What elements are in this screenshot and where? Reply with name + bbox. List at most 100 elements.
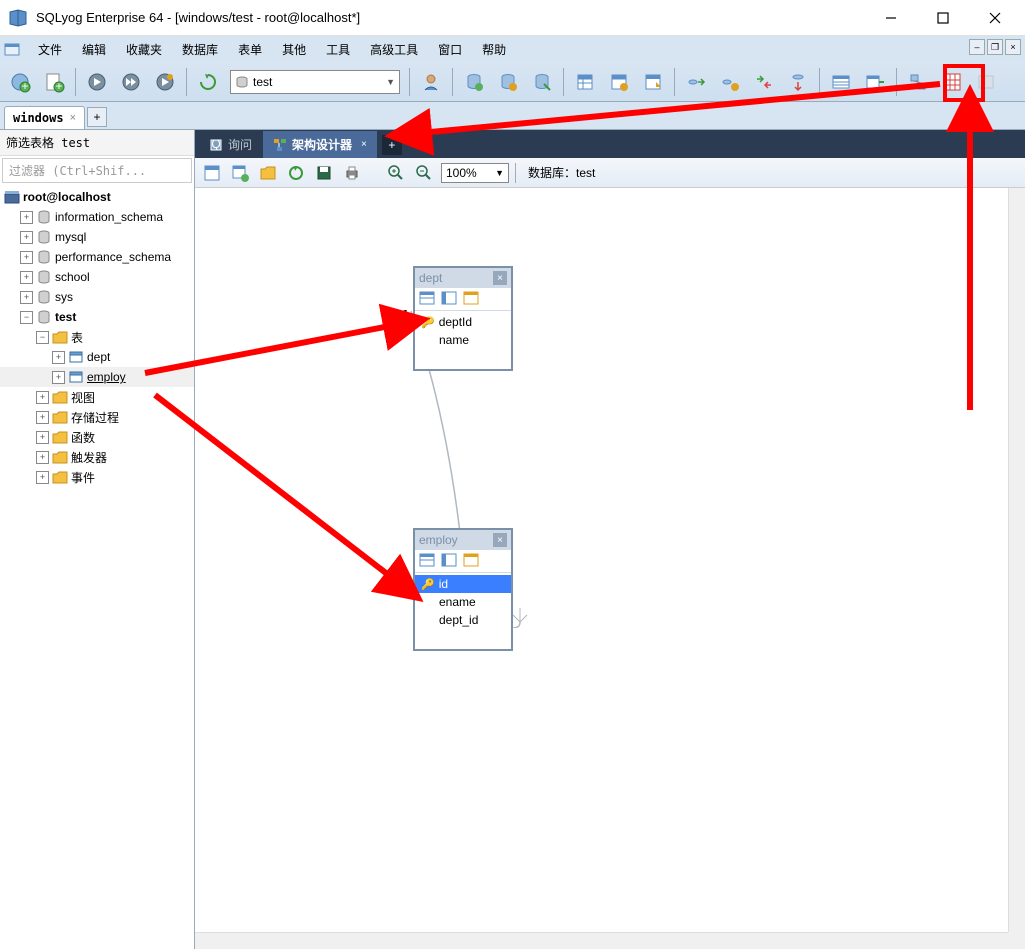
tree-folder-procs[interactable]: +存储过程	[0, 407, 194, 427]
save-button[interactable]	[313, 162, 335, 184]
tab-schema[interactable]: 架构设计器 ×	[263, 131, 377, 158]
schema-column[interactable]: dept_id	[415, 611, 511, 629]
execute-all-button[interactable]	[115, 66, 147, 98]
menu-table[interactable]: 表单	[228, 38, 272, 61]
folder-icon	[52, 470, 68, 484]
tree-db[interactable]: +school	[0, 267, 194, 287]
add-table-button[interactable]	[229, 162, 251, 184]
close-icon[interactable]: ×	[361, 139, 367, 150]
table-tool3-button[interactable]	[637, 66, 669, 98]
add-tab-button[interactable]: +	[382, 135, 402, 155]
grid-tool2-button[interactable]	[859, 66, 891, 98]
refresh-button[interactable]	[192, 66, 224, 98]
menu-tools[interactable]: 工具	[316, 38, 360, 61]
schema-column[interactable]: 🔑deptId	[415, 313, 511, 331]
sync-tool4-button[interactable]	[782, 66, 814, 98]
tree-root[interactable]: root@localhost	[0, 187, 194, 207]
zoom-value: 100%	[446, 166, 477, 180]
menu-other[interactable]: 其他	[272, 38, 316, 61]
new-connection-button[interactable]: +	[4, 66, 36, 98]
sync-tool2-button[interactable]	[714, 66, 746, 98]
schema-column[interactable]: 🔑id	[415, 575, 511, 593]
mdi-minimize[interactable]: –	[969, 39, 985, 55]
close-icon[interactable]: ×	[493, 271, 507, 285]
horizontal-scrollbar[interactable]	[195, 932, 1008, 949]
extra-tool-button[interactable]	[970, 66, 1002, 98]
vertical-scrollbar[interactable]	[1008, 188, 1025, 932]
close-icon[interactable]: ×	[493, 533, 507, 547]
connection-tab[interactable]: windows ×	[4, 106, 85, 129]
menu-file[interactable]: 文件	[28, 38, 72, 61]
table-structure-icon[interactable]	[441, 553, 459, 569]
schema-canvas[interactable]: 1 dept × 🔑deptId name	[195, 188, 1025, 949]
main-toolbar: + + test ▼	[0, 62, 1025, 102]
titlebar: SQLyog Enterprise 64 - [windows/test - r…	[0, 0, 1025, 36]
object-tree[interactable]: root@localhost +information_schema +mysq…	[0, 185, 194, 949]
mdi-close[interactable]: ×	[1005, 39, 1021, 55]
database-selector[interactable]: test ▼	[230, 70, 400, 94]
tree-table[interactable]: +dept	[0, 347, 194, 367]
tree-db[interactable]: +mysql	[0, 227, 194, 247]
tree-db[interactable]: +performance_schema	[0, 247, 194, 267]
scrollbar-corner	[1008, 932, 1025, 949]
chevron-down-icon: ▼	[386, 77, 395, 87]
schema-table-employ[interactable]: employ × 🔑id ename dept_id	[413, 528, 513, 651]
close-button[interactable]	[981, 4, 1009, 32]
maximize-button[interactable]	[929, 4, 957, 32]
table-tool1-button[interactable]	[569, 66, 601, 98]
tab-query[interactable]: Q 询问	[199, 131, 262, 158]
app-icon	[8, 8, 28, 28]
menu-powertools[interactable]: 高级工具	[360, 38, 428, 61]
execute-button[interactable]	[81, 66, 113, 98]
mdi-restore[interactable]: ❐	[987, 39, 1003, 55]
database-icon	[36, 230, 52, 244]
zoom-in-button[interactable]	[385, 162, 407, 184]
table-data-icon[interactable]	[419, 553, 437, 569]
schema-table-name: employ	[419, 533, 458, 547]
print-button[interactable]	[341, 162, 363, 184]
schema-column[interactable]: name	[415, 331, 511, 349]
table-relation-icon[interactable]	[463, 553, 481, 569]
db-tool3-button[interactable]	[526, 66, 558, 98]
db-tool2-button[interactable]	[492, 66, 524, 98]
table-data-icon[interactable]	[419, 291, 437, 307]
tree-folder-funcs[interactable]: +函数	[0, 427, 194, 447]
execute-explain-button[interactable]	[149, 66, 181, 98]
zoom-selector[interactable]: 100% ▼	[441, 163, 509, 183]
new-schema-button[interactable]	[201, 162, 223, 184]
sync-tool1-button[interactable]	[680, 66, 712, 98]
new-query-button[interactable]: +	[38, 66, 70, 98]
minimize-button[interactable]	[877, 4, 905, 32]
table-relation-icon[interactable]	[463, 291, 481, 307]
menu-edit[interactable]: 编辑	[72, 38, 116, 61]
sync-tool3-button[interactable]	[748, 66, 780, 98]
zoom-out-button[interactable]	[413, 162, 435, 184]
menu-favorites[interactable]: 收藏夹	[116, 38, 172, 61]
schema-column[interactable]: ename	[415, 593, 511, 611]
tree-folder-views[interactable]: +视图	[0, 387, 194, 407]
tree-db[interactable]: +information_schema	[0, 207, 194, 227]
tree-db[interactable]: +sys	[0, 287, 194, 307]
tree-table[interactable]: +employ	[0, 367, 194, 387]
filter-input[interactable]: 过滤器 (Ctrl+Shif...	[2, 158, 192, 183]
close-icon[interactable]: ×	[70, 112, 76, 124]
table-structure-icon[interactable]	[441, 291, 459, 307]
tree-folder-tables[interactable]: −表	[0, 327, 194, 347]
open-button[interactable]	[257, 162, 279, 184]
tree-folder-triggers[interactable]: +触发器	[0, 447, 194, 467]
query-builder-button[interactable]	[902, 66, 934, 98]
tree-folder-events[interactable]: +事件	[0, 467, 194, 487]
user-manager-button[interactable]	[415, 66, 447, 98]
menu-window[interactable]: 窗口	[428, 38, 472, 61]
add-connection-button[interactable]: +	[87, 107, 107, 127]
db-tool1-button[interactable]	[458, 66, 490, 98]
grid-tool1-button[interactable]	[825, 66, 857, 98]
menu-database[interactable]: 数据库	[172, 38, 228, 61]
schema-designer-button[interactable]	[936, 66, 968, 98]
menu-help[interactable]: 帮助	[472, 38, 516, 61]
schema-table-dept[interactable]: dept × 🔑deptId name	[413, 266, 513, 371]
query-icon: Q	[209, 138, 223, 152]
refresh-schema-button[interactable]	[285, 162, 307, 184]
tree-db-active[interactable]: −test	[0, 307, 194, 327]
table-tool2-button[interactable]	[603, 66, 635, 98]
